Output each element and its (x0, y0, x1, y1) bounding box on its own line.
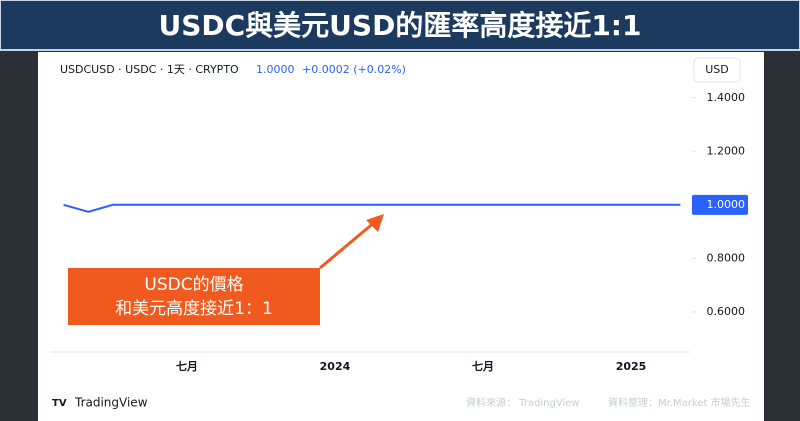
compiled: 資料整理：Mr.Market 市場先生 (608, 396, 751, 409)
x-tick-label: 七月 (176, 359, 198, 373)
symbol: USDCUSD · USDC · 1天 · CRYPTO (60, 63, 239, 76)
x-tick-label: 2025 (616, 360, 647, 373)
currency: USD (705, 63, 729, 76)
change: +0.0002 (+0.02%) (302, 63, 406, 76)
banner (0, 0, 800, 51)
x-tick-label: 2024 (320, 360, 351, 373)
annotation-box (68, 268, 320, 325)
source: 資料來源： TradingView (466, 396, 580, 409)
annotation-arrow (319, 219, 377, 270)
chart-panel (38, 52, 764, 421)
price: 1.0000 (256, 63, 295, 76)
brand: TradingView (74, 396, 148, 410)
x-tick-label: 七月 (472, 359, 494, 373)
price-tag: 1.0000 (707, 198, 746, 211)
y-tick-label: 0.6000 (707, 305, 746, 318)
annotation-line: USDC的價格 (144, 275, 243, 295)
y-tick-label: 1.4000 (707, 91, 746, 104)
currency-button[interactable] (693, 57, 741, 83)
banner-title: USDC與美元USD的匯率高度接近1:1 (158, 9, 641, 42)
y-tick-label: 1.2000 (707, 144, 746, 157)
y-tick-label: 0.8000 (707, 251, 746, 264)
annotation-line: 和美元高度接近1：1 (115, 299, 273, 319)
price-line (63, 203, 681, 213)
annotation-arrowhead (366, 214, 384, 232)
brand-logo: TV (52, 398, 67, 409)
price-tag-box (692, 194, 748, 215)
